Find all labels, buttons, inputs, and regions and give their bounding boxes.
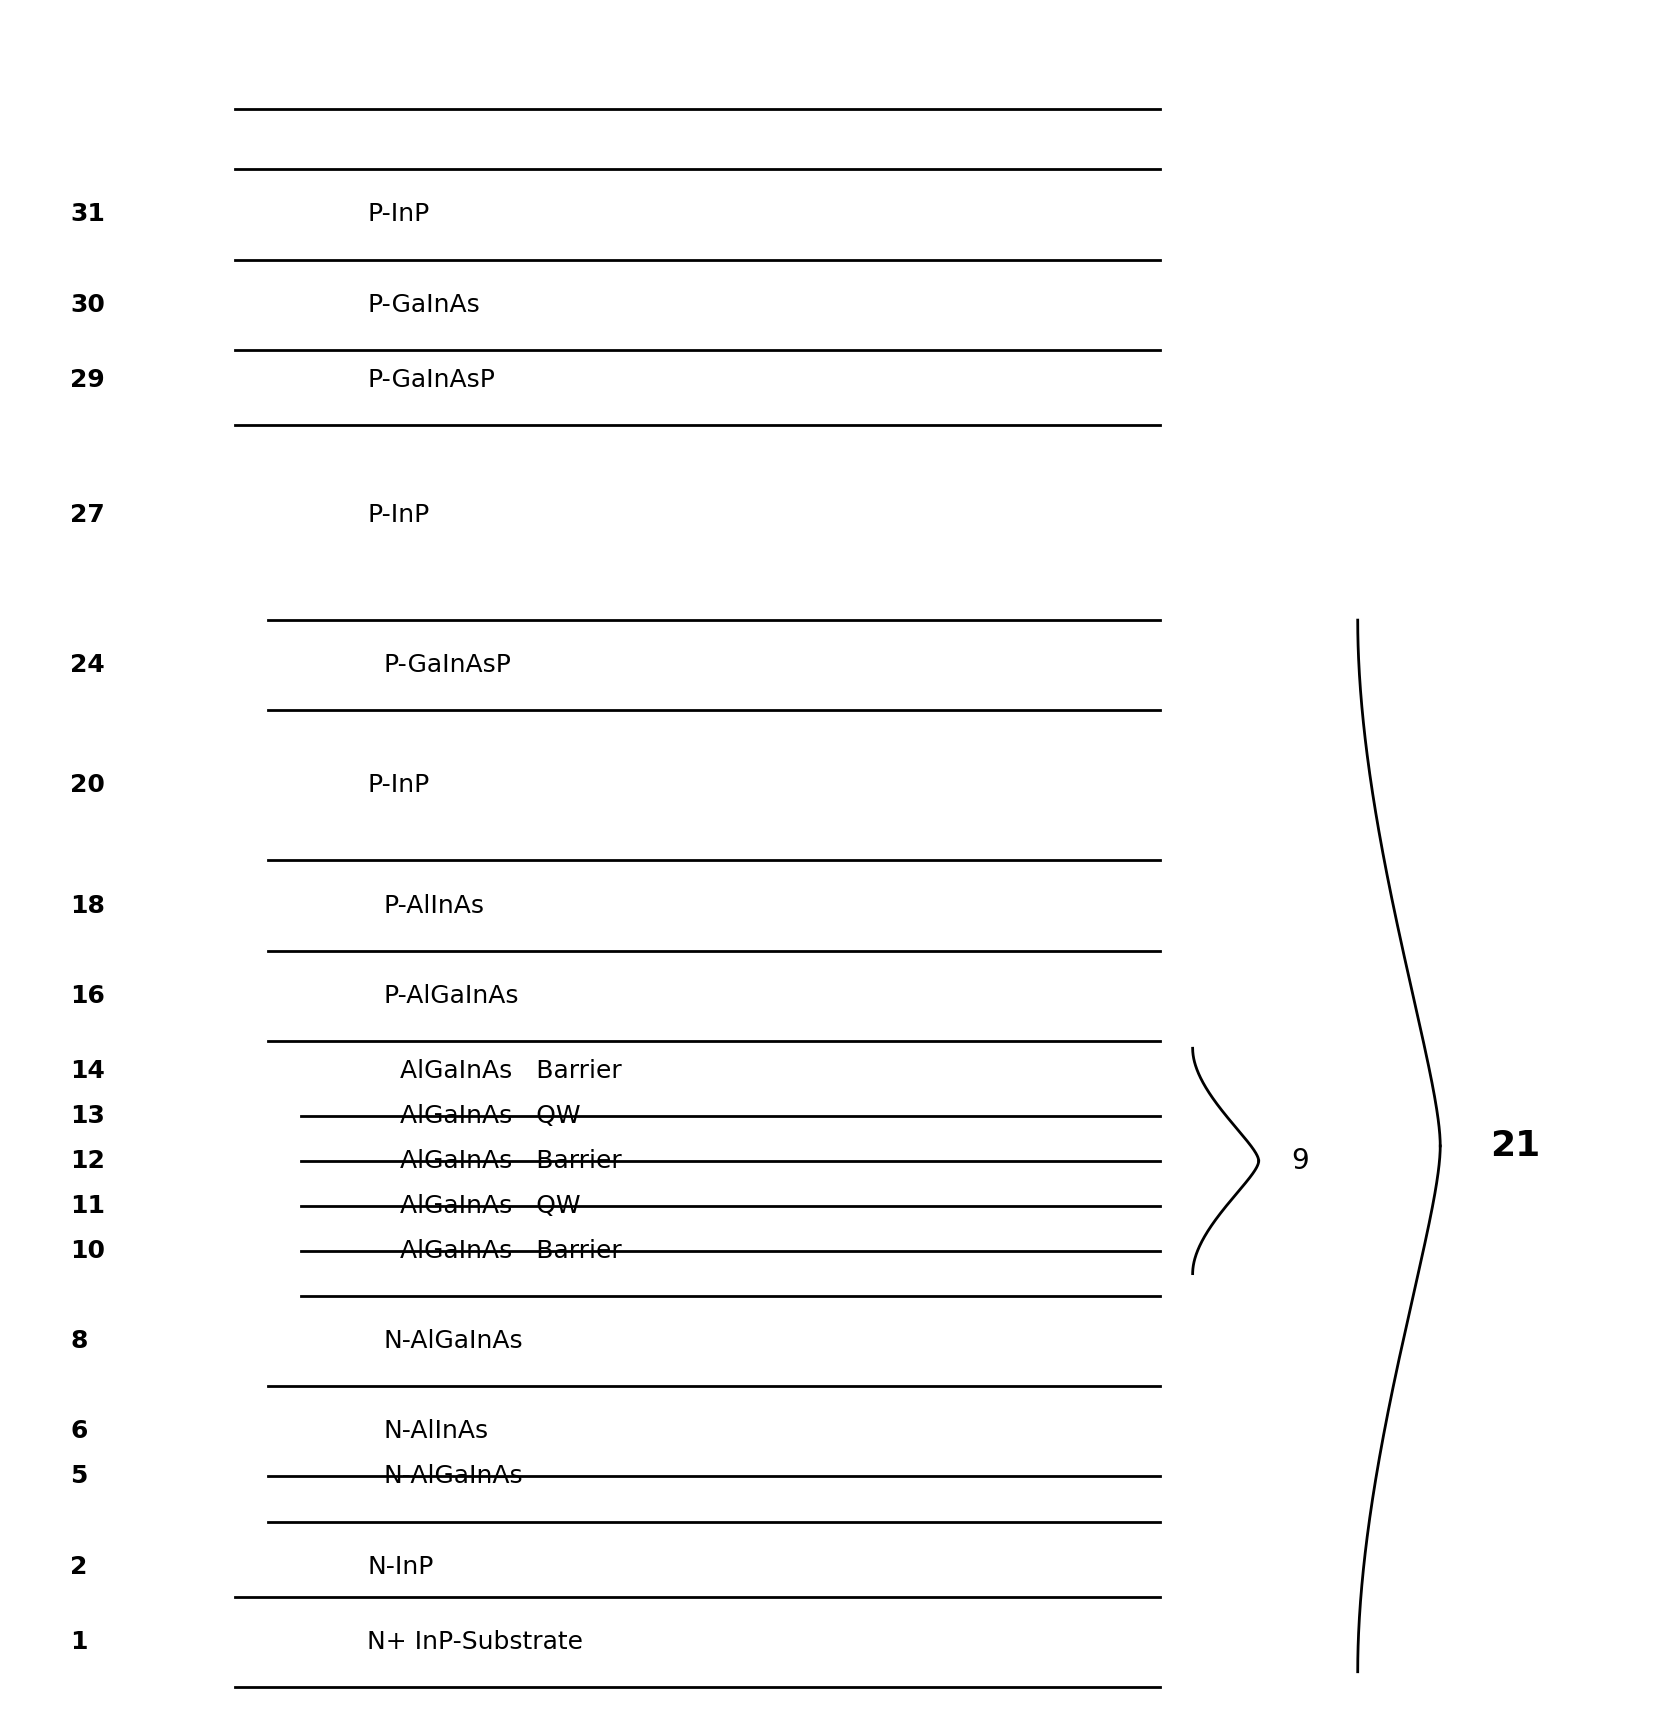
Text: 6: 6 bbox=[70, 1420, 88, 1443]
Text: 1: 1 bbox=[70, 1630, 88, 1654]
Text: N-InP: N-InP bbox=[367, 1554, 433, 1578]
Text: P-GaInAsP: P-GaInAsP bbox=[383, 653, 511, 677]
Text: P-GaInAsP: P-GaInAsP bbox=[367, 368, 494, 392]
Text: 13: 13 bbox=[70, 1104, 105, 1128]
Text: 29: 29 bbox=[70, 368, 105, 392]
Text: 16: 16 bbox=[70, 984, 105, 1007]
Text: AlGaInAs   Barrier: AlGaInAs Barrier bbox=[400, 1149, 622, 1174]
Text: N+ InP-Substrate: N+ InP-Substrate bbox=[367, 1630, 584, 1654]
Text: 31: 31 bbox=[70, 203, 105, 226]
Text: 24: 24 bbox=[70, 653, 105, 677]
Text: 18: 18 bbox=[70, 894, 105, 918]
Text: 8: 8 bbox=[70, 1330, 88, 1354]
Text: P-InP: P-InP bbox=[367, 203, 430, 226]
Text: 5: 5 bbox=[70, 1465, 88, 1488]
Text: 12: 12 bbox=[70, 1149, 105, 1174]
Text: 27: 27 bbox=[70, 503, 105, 528]
Text: P-AlGaInAs: P-AlGaInAs bbox=[383, 984, 519, 1007]
Text: AlGaInAs   Barrier: AlGaInAs Barrier bbox=[400, 1059, 622, 1083]
Text: 21: 21 bbox=[1490, 1128, 1540, 1163]
Text: N-AlGaInAs: N-AlGaInAs bbox=[383, 1465, 524, 1488]
Text: P-GaInAs: P-GaInAs bbox=[367, 293, 479, 316]
Text: P-InP: P-InP bbox=[367, 773, 430, 797]
Text: AlGaInAs   QW: AlGaInAs QW bbox=[400, 1104, 581, 1128]
Text: 2: 2 bbox=[70, 1554, 88, 1578]
Text: P-InP: P-InP bbox=[367, 503, 430, 528]
Text: P-AlInAs: P-AlInAs bbox=[383, 894, 484, 918]
Text: 20: 20 bbox=[70, 773, 105, 797]
Text: 9: 9 bbox=[1292, 1147, 1309, 1175]
Text: N-AlGaInAs: N-AlGaInAs bbox=[383, 1330, 524, 1354]
Text: N-AlInAs: N-AlInAs bbox=[383, 1420, 489, 1443]
Text: 10: 10 bbox=[70, 1240, 105, 1264]
Text: 30: 30 bbox=[70, 293, 105, 316]
Text: AlGaInAs   QW: AlGaInAs QW bbox=[400, 1194, 581, 1219]
Text: 11: 11 bbox=[70, 1194, 105, 1219]
Text: 14: 14 bbox=[70, 1059, 105, 1083]
Text: AlGaInAs   Barrier: AlGaInAs Barrier bbox=[400, 1240, 622, 1264]
